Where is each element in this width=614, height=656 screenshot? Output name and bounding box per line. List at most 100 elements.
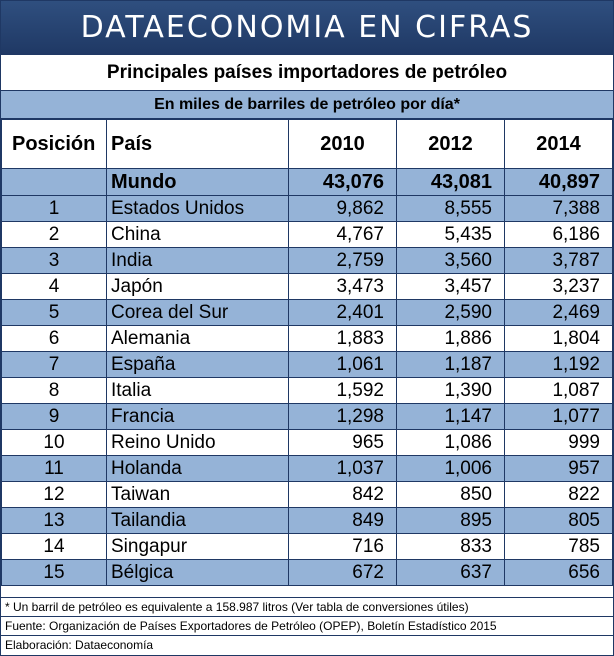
row-2014: 1,804 — [504, 325, 613, 352]
world-total-row: Mundo 43,076 43,081 40,897 — [1, 168, 613, 196]
table-row: 2 China 4,767 5,435 6,186 — [1, 221, 613, 248]
row-2014: 785 — [504, 533, 613, 560]
table-row: 5 Corea del Sur 2,401 2,590 2,469 — [1, 299, 613, 326]
row-2010: 849 — [288, 507, 397, 534]
page-subtitle: En miles de barriles de petróleo por día… — [1, 91, 613, 119]
row-country: Italia — [106, 377, 289, 404]
table-row: 4 Japón 3,473 3,457 3,237 — [1, 273, 613, 300]
row-2010: 672 — [288, 559, 397, 586]
row-country: Corea del Sur — [106, 299, 289, 326]
row-position: 10 — [1, 429, 107, 456]
row-country: China — [106, 221, 289, 248]
table-row: 10 Reino Unido 965 1,086 999 — [1, 429, 613, 456]
table-row: 12 Taiwan 842 850 822 — [1, 481, 613, 508]
row-2014: 6,186 — [504, 221, 613, 248]
row-2012: 1,006 — [396, 455, 505, 482]
row-2014: 3,237 — [504, 273, 613, 300]
source-note: Fuente: Organización de Países Exportado… — [1, 616, 613, 635]
row-2012: 1,086 — [396, 429, 505, 456]
row-position: 13 — [1, 507, 107, 534]
world-2012: 43,081 — [396, 168, 505, 196]
row-country: Estados Unidos — [106, 195, 289, 222]
row-2010: 842 — [288, 481, 397, 508]
row-country: Tailandia — [106, 507, 289, 534]
row-2014: 656 — [504, 559, 613, 586]
row-2014: 1,077 — [504, 403, 613, 430]
row-2010: 1,037 — [288, 455, 397, 482]
row-2010: 716 — [288, 533, 397, 560]
table-row: 14 Singapur 716 833 785 — [1, 533, 613, 560]
row-2014: 3,787 — [504, 247, 613, 274]
row-2010: 1,883 — [288, 325, 397, 352]
row-country: Singapur — [106, 533, 289, 560]
row-2012: 3,457 — [396, 273, 505, 300]
world-label: Mundo — [106, 168, 289, 196]
row-2012: 1,147 — [396, 403, 505, 430]
table-row: 11 Holanda 1,037 1,006 957 — [1, 455, 613, 482]
row-position: 12 — [1, 481, 107, 508]
row-2014: 7,388 — [504, 195, 613, 222]
row-2010: 2,759 — [288, 247, 397, 274]
row-2012: 5,435 — [396, 221, 505, 248]
row-position: 1 — [1, 195, 107, 222]
header-position: Posición — [1, 119, 107, 169]
row-2012: 8,555 — [396, 195, 505, 222]
table-row: 13 Tailandia 849 895 805 — [1, 507, 613, 534]
row-2014: 2,469 — [504, 299, 613, 326]
row-2010: 1,592 — [288, 377, 397, 404]
row-country: Holanda — [106, 455, 289, 482]
row-country: Francia — [106, 403, 289, 430]
row-2010: 4,767 — [288, 221, 397, 248]
footnote: * Un barril de petróleo es equivalente a… — [1, 597, 613, 616]
row-country: Alemania — [106, 325, 289, 352]
row-country: Reino Unido — [106, 429, 289, 456]
row-2012: 1,187 — [396, 351, 505, 378]
row-2012: 1,886 — [396, 325, 505, 352]
table-row: 3 India 2,759 3,560 3,787 — [1, 247, 613, 274]
row-country: Japón — [106, 273, 289, 300]
row-2014: 805 — [504, 507, 613, 534]
world-position — [1, 168, 107, 196]
world-2014: 40,897 — [504, 168, 613, 196]
table-row: 8 Italia 1,592 1,390 1,087 — [1, 377, 613, 404]
table-row: 15 Bélgica 672 637 656 — [1, 559, 613, 586]
row-position: 3 — [1, 247, 107, 274]
row-2014: 999 — [504, 429, 613, 456]
row-2010: 1,298 — [288, 403, 397, 430]
row-2014: 957 — [504, 455, 613, 482]
row-position: 6 — [1, 325, 107, 352]
row-2012: 637 — [396, 559, 505, 586]
table-row: 7 España 1,061 1,187 1,192 — [1, 351, 613, 378]
header-row: Posición País 2010 2012 2014 — [1, 119, 613, 169]
banner-title: DATAECONOMIA EN CIFRAS — [1, 1, 613, 55]
row-2010: 2,401 — [288, 299, 397, 326]
row-position: 15 — [1, 559, 107, 586]
row-position: 9 — [1, 403, 107, 430]
row-2014: 822 — [504, 481, 613, 508]
row-position: 5 — [1, 299, 107, 326]
row-2012: 2,590 — [396, 299, 505, 326]
row-position: 11 — [1, 455, 107, 482]
table-row: 1 Estados Unidos 9,862 8,555 7,388 — [1, 195, 613, 222]
row-2012: 833 — [396, 533, 505, 560]
row-2014: 1,087 — [504, 377, 613, 404]
header-country: País — [106, 119, 289, 169]
table-row: 9 Francia 1,298 1,147 1,077 — [1, 403, 613, 430]
header-2010: 2010 — [288, 119, 397, 169]
credit-note: Elaboración: Dataeconomía — [1, 635, 613, 654]
row-2010: 965 — [288, 429, 397, 456]
row-2012: 1,390 — [396, 377, 505, 404]
world-2010: 43,076 — [288, 168, 397, 196]
notes-block: * Un barril de petróleo es equivalente a… — [1, 597, 613, 654]
row-country: India — [106, 247, 289, 274]
row-2010: 1,061 — [288, 351, 397, 378]
table-row: 6 Alemania 1,883 1,886 1,804 — [1, 325, 613, 352]
row-2010: 3,473 — [288, 273, 397, 300]
header-2014: 2014 — [504, 119, 613, 169]
row-position: 2 — [1, 221, 107, 248]
row-2012: 3,560 — [396, 247, 505, 274]
row-position: 4 — [1, 273, 107, 300]
importers-table: Posición País 2010 2012 2014 Mundo 43,07… — [1, 119, 613, 586]
row-position: 8 — [1, 377, 107, 404]
row-country: Taiwan — [106, 481, 289, 508]
